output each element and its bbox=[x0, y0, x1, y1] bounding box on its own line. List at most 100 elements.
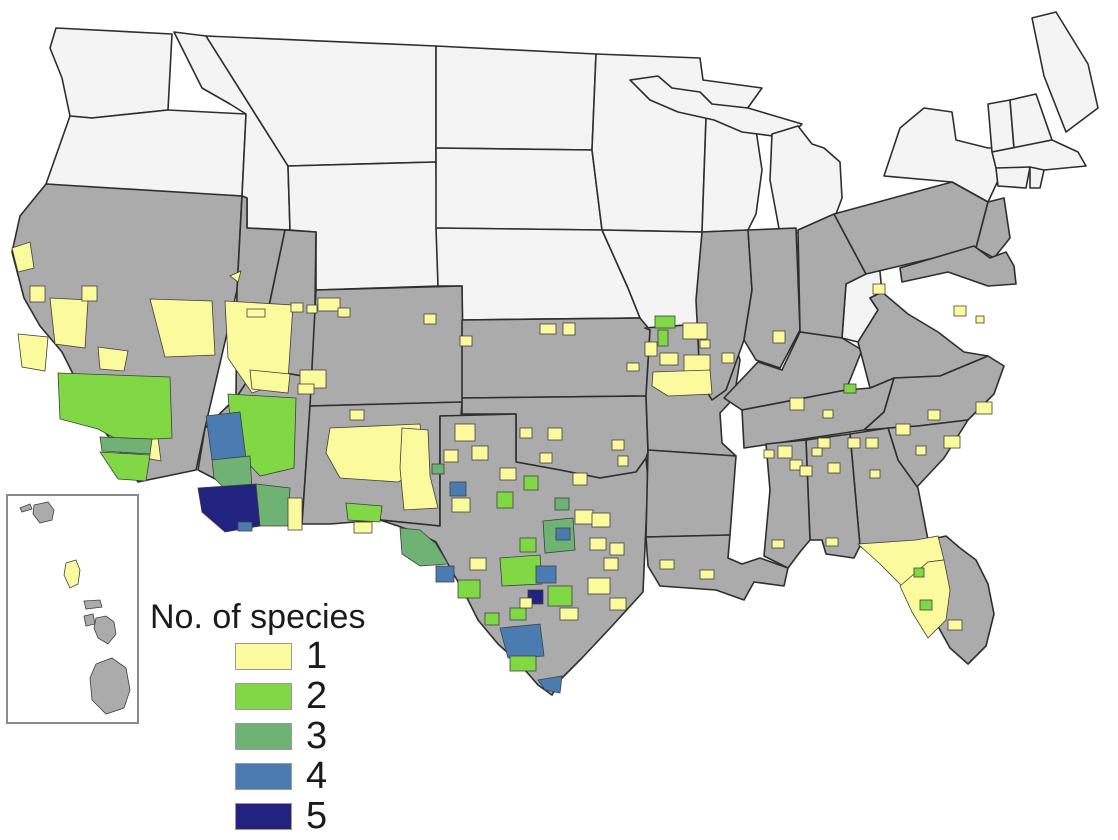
island-maui bbox=[93, 615, 117, 645]
county-patch-species-1 bbox=[337, 307, 351, 318]
county-patch-species-1 bbox=[587, 577, 611, 595]
county-patch-species-1 bbox=[895, 423, 911, 436]
state-me bbox=[1031, 11, 1099, 133]
county-patch-species-1 bbox=[947, 619, 963, 631]
county-patch-species-2 bbox=[509, 607, 527, 621]
legend-entry-2: 2 bbox=[235, 675, 365, 717]
county-patch-species-1 bbox=[11, 241, 35, 273]
county-patch-species-1 bbox=[771, 539, 785, 549]
county-patch-species-2 bbox=[919, 599, 933, 611]
island-lanai bbox=[83, 613, 96, 627]
county-patch-species-2 bbox=[913, 567, 925, 578]
county-patch-species-1 bbox=[659, 559, 675, 570]
county-patch-species-1 bbox=[306, 304, 318, 314]
state-or bbox=[45, 109, 247, 197]
county-patch-species-1 bbox=[644, 341, 658, 357]
county-patch-species-1 bbox=[822, 409, 834, 419]
state-in bbox=[743, 227, 801, 369]
county-patch-species-4 bbox=[535, 565, 557, 584]
county-patch-species-1 bbox=[454, 423, 476, 442]
county-patch-species-1 bbox=[789, 397, 805, 411]
county-patch-species-1 bbox=[772, 330, 786, 344]
county-patch-species-1 bbox=[499, 467, 517, 481]
county-patch-species-2 bbox=[843, 383, 857, 394]
county-patch-species-2 bbox=[499, 554, 543, 587]
county-patch-species-1 bbox=[799, 465, 813, 477]
county-patch-species-1 bbox=[539, 452, 553, 464]
state-wa bbox=[49, 27, 173, 119]
county-patch-species-2 bbox=[523, 475, 539, 491]
county-patch-species-1 bbox=[29, 285, 46, 303]
county-patch-species-1 bbox=[943, 435, 961, 449]
island-niihau bbox=[19, 503, 33, 513]
county-patch-species-1 bbox=[229, 270, 242, 283]
county-patch-species-4 bbox=[449, 481, 467, 497]
state-md bbox=[899, 245, 1017, 287]
legend-swatch-2 bbox=[235, 683, 292, 710]
county-patch-species-2 bbox=[547, 585, 573, 607]
county-patch-species-1 bbox=[953, 305, 967, 317]
county-patch-species-3 bbox=[399, 527, 449, 567]
county-patch-species-3 bbox=[431, 463, 445, 475]
state-nj bbox=[975, 197, 1011, 259]
county-patch-species-1 bbox=[611, 439, 625, 451]
county-patch-species-1 bbox=[789, 459, 803, 471]
county-patch-species-1 bbox=[811, 447, 823, 457]
legend-label-2: 2 bbox=[306, 675, 328, 717]
county-patch-species-1 bbox=[353, 521, 373, 534]
county-patch-species-1 bbox=[591, 512, 611, 528]
county-patch-species-1 bbox=[349, 409, 365, 421]
county-patch-species-1 bbox=[149, 298, 216, 358]
county-patch-species-1 bbox=[459, 335, 473, 347]
legend-label-4: 4 bbox=[306, 755, 328, 797]
county-patch-species-1 bbox=[626, 362, 640, 372]
county-patch-species-1 bbox=[547, 427, 563, 441]
state-nh bbox=[1009, 93, 1053, 149]
county-patch-species-2 bbox=[519, 537, 537, 553]
county-patch-species-1 bbox=[17, 333, 49, 372]
state-al bbox=[805, 433, 861, 559]
hawaii-inset bbox=[6, 494, 139, 724]
county-patch-species-1 bbox=[574, 509, 594, 525]
legend-label-5: 5 bbox=[306, 795, 328, 837]
state-mi bbox=[769, 125, 843, 235]
state-nd bbox=[435, 45, 597, 151]
county-patch-species-1 bbox=[469, 557, 487, 571]
county-patch-species-1 bbox=[927, 409, 941, 421]
county-patch-species-1 bbox=[899, 559, 951, 639]
county-patch-species-1 bbox=[915, 445, 927, 456]
legend-swatch-4 bbox=[235, 763, 292, 790]
legend-swatch-5 bbox=[235, 803, 292, 830]
island-molokai bbox=[83, 599, 103, 610]
state-shapes bbox=[11, 11, 1099, 696]
county-patch-species-1 bbox=[682, 322, 708, 340]
county-patch-species-1 bbox=[249, 369, 291, 394]
legend-entry-3: 3 bbox=[235, 717, 365, 755]
county-patch-species-1 bbox=[975, 401, 993, 415]
island-kauai bbox=[32, 501, 55, 524]
county-patch-species-2 bbox=[345, 502, 383, 523]
county-patch-species-1 bbox=[869, 469, 881, 479]
county-patch-species-2 bbox=[57, 372, 173, 442]
county-patch-species-4 bbox=[205, 411, 247, 461]
county-patch-species-1 bbox=[325, 423, 425, 483]
county-patch-species-1 bbox=[865, 437, 879, 449]
county-patch-species-1 bbox=[617, 455, 629, 467]
county-patch-species-1 bbox=[827, 462, 841, 474]
legend-swatch-3 bbox=[235, 723, 292, 750]
county-patch-species-1 bbox=[683, 354, 711, 372]
state-sd bbox=[435, 147, 603, 231]
county-patch-species-1 bbox=[609, 542, 625, 556]
county-patch-species-4 bbox=[237, 521, 253, 532]
county-patch-species-1 bbox=[651, 369, 713, 397]
county-patch-species-1 bbox=[399, 427, 439, 511]
state-ar bbox=[645, 449, 737, 538]
county-patch-species-1 bbox=[847, 437, 861, 449]
county-patch-species-1 bbox=[699, 569, 715, 580]
county-patch-species-1 bbox=[423, 313, 437, 325]
county-patch-species-4 bbox=[499, 623, 545, 659]
county-patch-species-1 bbox=[817, 437, 831, 449]
county-patch-species-4 bbox=[435, 565, 455, 583]
